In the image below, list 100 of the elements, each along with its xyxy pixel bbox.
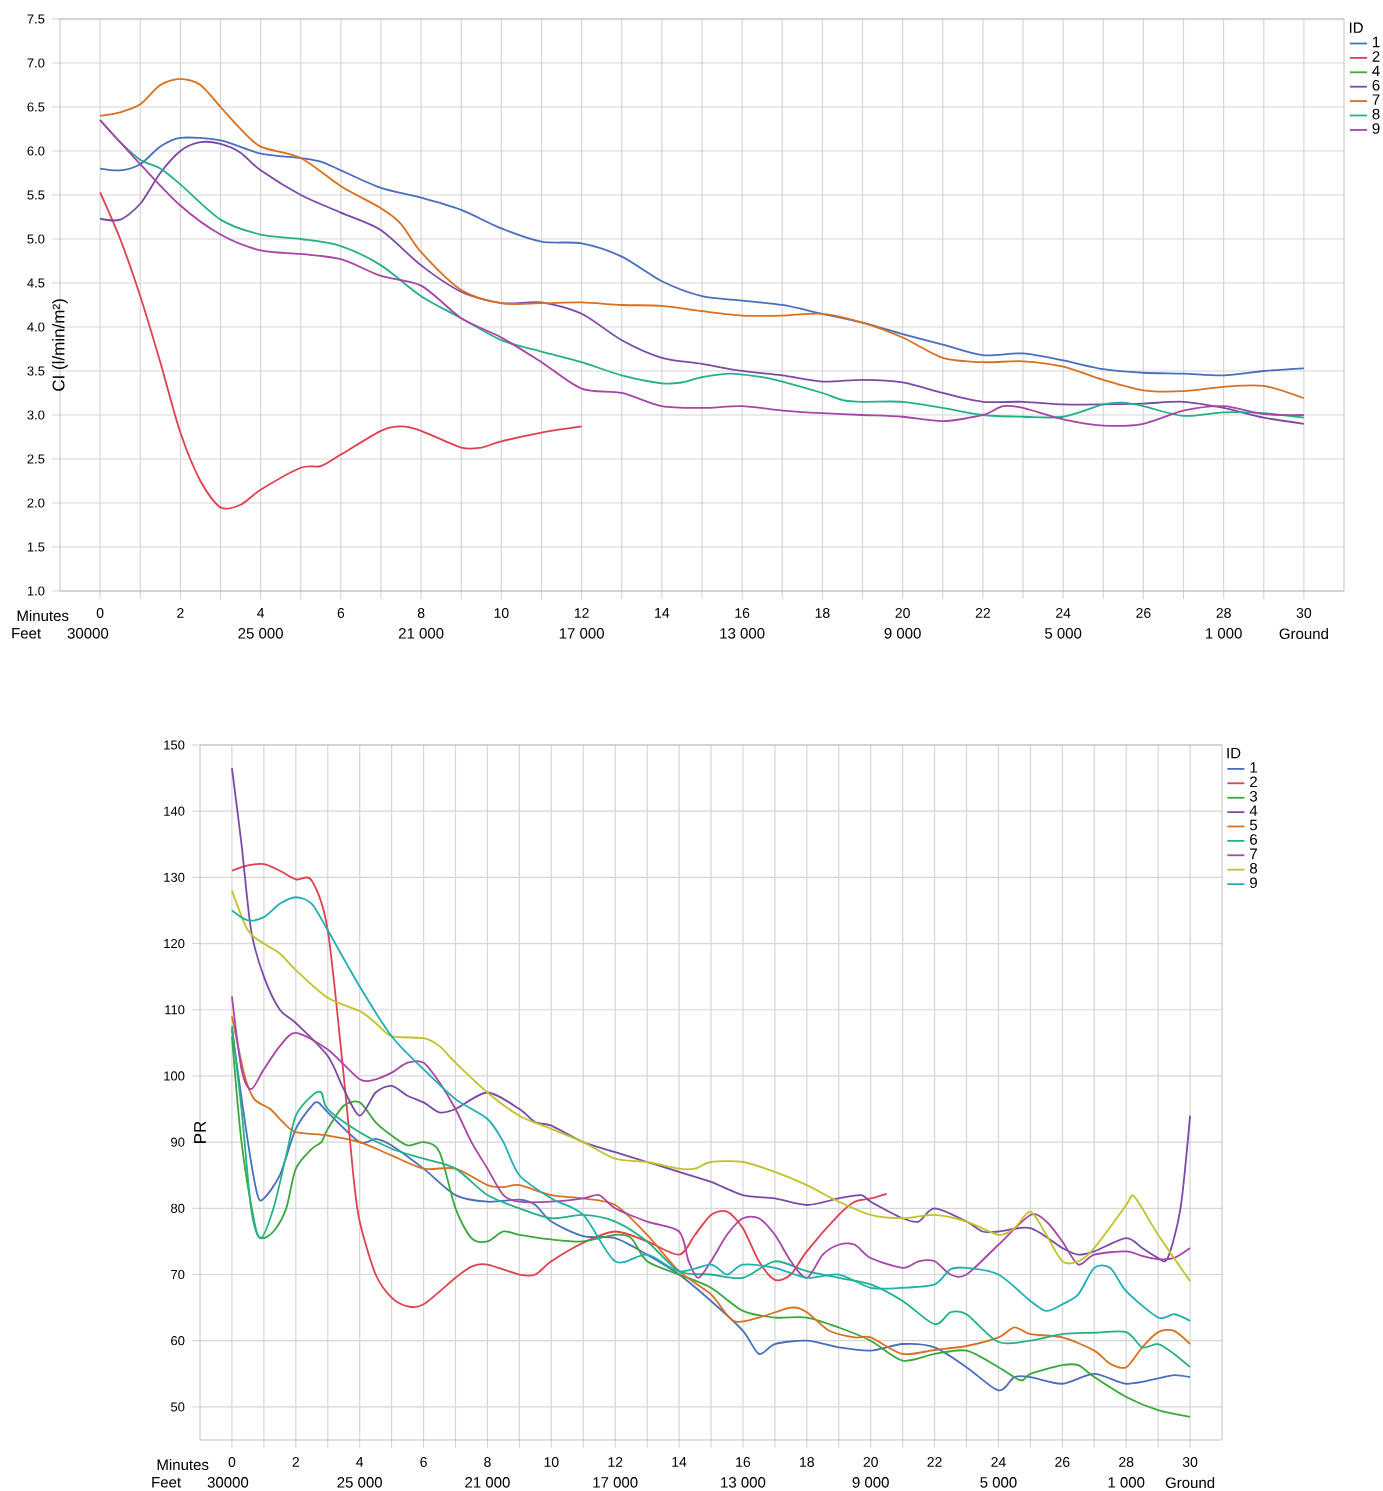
x-tick-label: 18 <box>815 608 830 618</box>
x-tick-label: 10 <box>544 1457 559 1467</box>
line-series <box>99 136 1305 377</box>
legend-label: 8 <box>1372 108 1380 120</box>
line-series <box>99 77 1305 400</box>
y-tick-label: 6.5 <box>27 102 45 112</box>
x-tick-label: 26 <box>1136 608 1151 618</box>
legend-label: 1 <box>1372 36 1380 48</box>
y-axis-title: CI (l/min/m²) <box>52 299 68 391</box>
x-axis-title: Minutes <box>157 1459 209 1471</box>
y-tick-label: 80 <box>171 1203 185 1213</box>
y-tick-label: 6.0 <box>27 146 45 156</box>
x2-tick-label: Ground <box>1165 1477 1215 1489</box>
x-tick-label: 4 <box>257 608 265 618</box>
y-tick-label: 7.5 <box>27 14 45 24</box>
x-tick-label: 4 <box>356 1457 364 1467</box>
x-tick-label: 22 <box>927 1457 942 1467</box>
x-tick-label: 8 <box>417 608 425 618</box>
legend-label: 8 <box>1249 862 1258 874</box>
x-tick-label: 30 <box>1182 1457 1198 1467</box>
x2-tick-label: 1 000 <box>1206 628 1242 639</box>
x2-tick-label: 30000 <box>207 1477 249 1488</box>
legend-title: ID <box>1349 22 1363 33</box>
x2-tick-label: 21 000 <box>465 1477 510 1488</box>
x-axis-title: Minutes <box>17 610 69 622</box>
x2-tick-label: 5 000 <box>980 1477 1017 1488</box>
x-tick-label: 28 <box>1119 1457 1134 1467</box>
y-tick-label: 1.0 <box>27 586 45 596</box>
legend-label: 4 <box>1249 805 1258 816</box>
x-tick-label: 16 <box>735 608 750 618</box>
x-tick-label: 6 <box>337 608 345 618</box>
x2-tick-label: 17 000 <box>593 1477 638 1488</box>
x-tick-label: 16 <box>736 1457 751 1467</box>
x-tick-label: 14 <box>655 608 670 618</box>
y-tick-label: 130 <box>164 872 185 882</box>
y-tick-label: 110 <box>165 1005 185 1015</box>
legend-label: 9 <box>1372 123 1380 134</box>
legend-label: 9 <box>1250 877 1257 889</box>
y-tick-label: 100 <box>164 1071 185 1081</box>
x-tick-label: 24 <box>1056 608 1071 618</box>
line-series <box>231 995 1191 1279</box>
x2-tick-label: 25 000 <box>337 1477 383 1488</box>
x2-tick-label: 9 000 <box>884 628 921 639</box>
legend-label: 2 <box>1250 776 1257 788</box>
y-tick-label: 120 <box>164 938 185 949</box>
x2-tick-label: 1 000 <box>1108 1477 1145 1488</box>
x-tick-label: 10 <box>494 608 509 618</box>
x-tick-label: 2 <box>292 1457 300 1467</box>
y-tick-label: 90 <box>171 1137 185 1147</box>
x-tick-label: 24 <box>991 1457 1006 1467</box>
legend-label: 1 <box>1250 762 1257 773</box>
y-tick-label: 7.0 <box>27 58 45 68</box>
y-tick-label: 1.5 <box>27 542 45 552</box>
x2-tick-label: 17 000 <box>559 628 604 639</box>
x-tick-label: 22 <box>975 608 990 618</box>
x-tick-label: 8 <box>484 1457 491 1467</box>
legend-label: 6 <box>1250 834 1258 845</box>
x-tick-label: 30 <box>1296 608 1312 618</box>
legend-label: 7 <box>1372 94 1380 105</box>
x-tick-label: 20 <box>863 1457 878 1467</box>
line-series <box>99 191 583 510</box>
legend-label: 6 <box>1372 79 1380 91</box>
y-tick-label: 2.0 <box>27 498 45 508</box>
x2-tick-label: 21 000 <box>398 628 444 639</box>
y-tick-label: 4.5 <box>27 278 45 288</box>
x-tick-label: 6 <box>420 1457 427 1467</box>
x-tick-label: 14 <box>672 1457 687 1467</box>
x2-tick-label: 9 000 <box>852 1477 889 1488</box>
x2-tick-label: 5 000 <box>1044 628 1082 639</box>
y-tick-label: 5.0 <box>27 234 45 244</box>
y-tick-label: 150 <box>164 740 185 750</box>
y-tick-label: 5.5 <box>27 190 45 200</box>
legend-label: 2 <box>1372 51 1380 62</box>
legend-label: 7 <box>1250 848 1257 859</box>
y-tick-label: 3.0 <box>27 410 45 420</box>
y-tick-label: 140 <box>164 806 185 816</box>
x-tick-label: 28 <box>1216 608 1231 618</box>
y-tick-label: 50 <box>171 1402 185 1412</box>
x-tick-label: 0 <box>96 608 104 618</box>
y-tick-label: 4.0 <box>27 322 45 332</box>
x-tick-label: 20 <box>895 608 910 618</box>
x-tick-label: 0 <box>228 1457 236 1467</box>
x2-axis-title: Feet <box>152 1477 181 1488</box>
legend-label: 3 <box>1249 791 1258 802</box>
x-tick-label: 12 <box>608 1457 623 1467</box>
legend-label: 4 <box>1372 65 1380 76</box>
y-tick-label: 60 <box>171 1336 185 1346</box>
x2-tick-label: 13 000 <box>721 1477 766 1488</box>
y-tick-label: 2.5 <box>27 454 45 464</box>
y-tick-label: 70 <box>171 1269 185 1280</box>
x-tick-label: 12 <box>574 608 589 618</box>
x2-tick-label: 13 000 <box>720 628 765 639</box>
x-tick-label: 18 <box>800 1457 814 1467</box>
x2-tick-label: 30000 <box>67 628 109 639</box>
line-series <box>231 863 888 1309</box>
x2-axis-title: Feet <box>12 628 41 639</box>
y-tick-label: 3.5 <box>27 366 45 376</box>
y-axis-title: PR <box>194 1121 206 1143</box>
x2-tick-label: Ground <box>1279 628 1328 640</box>
x-tick-label: 26 <box>1055 1457 1070 1467</box>
